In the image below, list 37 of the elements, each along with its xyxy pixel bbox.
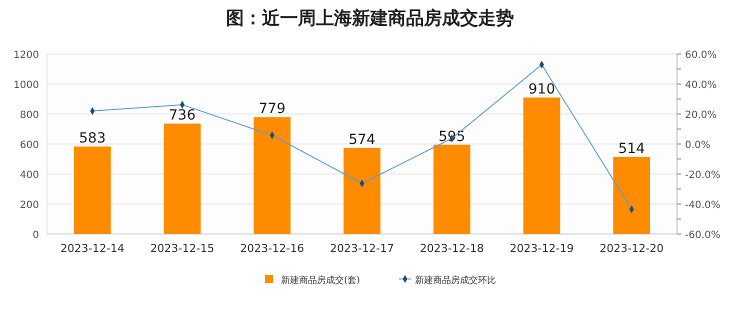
x-tick-label: 2023-12-20 bbox=[600, 242, 664, 255]
data-label: 779 bbox=[258, 101, 286, 118]
legend-label: 新建商品房成交(套) bbox=[281, 275, 360, 286]
y-tick-label: 0 bbox=[32, 230, 39, 241]
x-tick-label: 2023-12-18 bbox=[420, 242, 484, 255]
bar bbox=[254, 117, 291, 234]
y2-tick-label: 40.0% bbox=[685, 80, 717, 91]
y2-tick-label: 20.0% bbox=[685, 110, 717, 121]
x-tick-label: 2023-12-17 bbox=[330, 242, 394, 255]
x-tick-label: 2023-12-14 bbox=[60, 242, 124, 255]
y-tick-label: 600 bbox=[20, 140, 39, 151]
x-tick-label: 2023-12-16 bbox=[240, 242, 304, 255]
chart-title: 图：近一周上海新建商品房成交走势 bbox=[226, 8, 514, 29]
bar bbox=[164, 124, 201, 234]
y2-tick-label: 60.0% bbox=[685, 50, 717, 61]
y2-tick-label: 0.0% bbox=[685, 140, 710, 151]
x-tick-label: 2023-12-15 bbox=[150, 242, 214, 255]
bar bbox=[613, 156, 650, 234]
y-tick-label: 400 bbox=[20, 170, 39, 181]
bar bbox=[344, 148, 380, 234]
y-tick-label: 1200 bbox=[14, 50, 39, 61]
bar bbox=[74, 146, 111, 234]
data-label: 910 bbox=[528, 82, 556, 98]
y2-tick-label: -20.0% bbox=[685, 170, 720, 181]
data-label: 583 bbox=[79, 130, 106, 147]
y-tick-label: 1000 bbox=[14, 80, 39, 91]
y-tick-label: 200 bbox=[20, 200, 39, 211]
y2-tick-label: -60.0% bbox=[685, 230, 720, 241]
y2-tick-label: -40.0% bbox=[685, 200, 720, 211]
data-label: 736 bbox=[168, 108, 196, 124]
data-label: 514 bbox=[618, 140, 646, 157]
bar bbox=[433, 144, 470, 234]
x-tick-label: 2023-12-19 bbox=[510, 242, 574, 255]
legend-label: 新建商品房成交环比 bbox=[415, 275, 496, 286]
y-tick-label: 800 bbox=[20, 110, 39, 121]
bar bbox=[523, 98, 560, 234]
data-label: 574 bbox=[348, 132, 376, 148]
